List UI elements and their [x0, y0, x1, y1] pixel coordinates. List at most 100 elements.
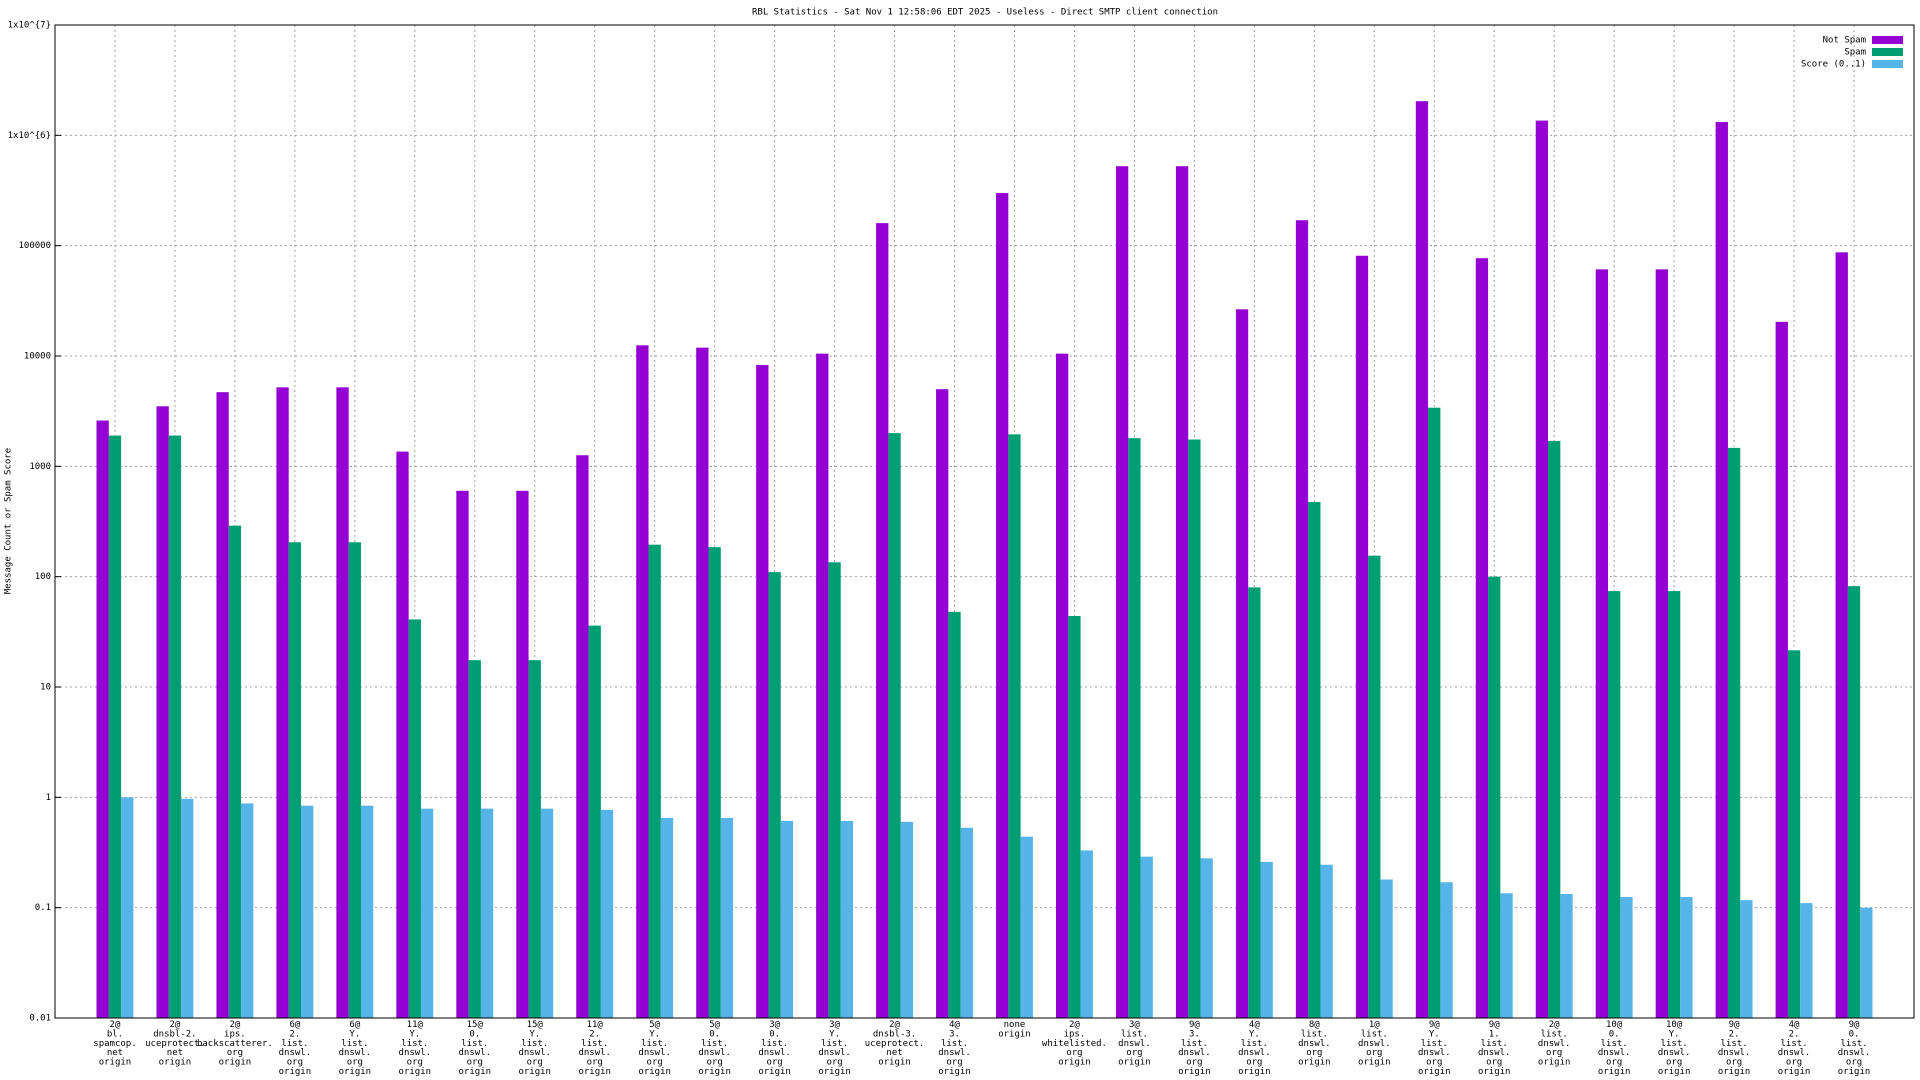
bar: [228, 525, 242, 1018]
bar: [636, 345, 649, 1018]
legend-swatch: [1872, 48, 1903, 56]
bar: [1368, 555, 1381, 1018]
bar: [660, 817, 674, 1018]
bar: [420, 808, 434, 1018]
bar: [1380, 879, 1393, 1018]
x-tick-label: 9@ 3. list. dnswl. org origin: [1178, 1020, 1211, 1077]
bar: [1740, 900, 1753, 1018]
bar: [1800, 903, 1813, 1018]
y-tick-label: 1: [46, 793, 51, 803]
x-tick-label: 6@ 2. list. dnswl. org origin: [279, 1020, 312, 1077]
y-tick-label: 100: [35, 572, 51, 582]
bar: [1295, 220, 1309, 1018]
bar: [1355, 255, 1369, 1019]
x-tick-label: 9@ Y. list. dnswl. org origin: [1418, 1020, 1451, 1077]
bar: [1560, 894, 1573, 1018]
y-tick-label: 1x10^{7}: [8, 21, 51, 31]
bar: [1835, 252, 1848, 1018]
bar: [600, 809, 614, 1018]
bar: [1188, 439, 1201, 1018]
x-tick-label: 11@ Y. list. dnswl. org origin: [399, 1020, 432, 1077]
bar: [1020, 836, 1033, 1018]
bar: [1140, 856, 1153, 1018]
y-tick-label: 1000: [29, 462, 51, 472]
x-tick-label: 4@ 2. list. dnswl. org origin: [1778, 1020, 1811, 1077]
bar: [168, 435, 182, 1018]
bar: [468, 660, 481, 1018]
bar: [1128, 438, 1141, 1018]
bar: [1548, 440, 1561, 1019]
bar: [1175, 166, 1189, 1018]
y-axis-label: Message Count or Spam Score: [4, 448, 14, 594]
x-tick-label: 15@ 0. list. dnswl. org origin: [459, 1020, 492, 1077]
x-tick-label: 3@ list. dnswl. org origin: [1118, 1020, 1151, 1068]
bar: [360, 805, 374, 1018]
bar: [301, 805, 314, 1018]
x-tick-label: 10@ Y. list. dnswl. org origin: [1658, 1020, 1691, 1077]
x-tick-label: 9@ 2. list. dnswl. org origin: [1718, 1020, 1751, 1077]
bar: [276, 387, 289, 1018]
bar: [1008, 434, 1021, 1018]
y-tick-label: 1x10^{6}: [8, 131, 51, 141]
x-tick-label: 10@ 0. list. dnswl. org origin: [1598, 1020, 1631, 1077]
x-tick-label: 5@ 0. list. dnswl. org origin: [698, 1020, 731, 1077]
bar: [1248, 587, 1261, 1018]
bar: [540, 808, 554, 1018]
bar: [1475, 258, 1489, 1018]
x-tick-label: 2@ bl. spamcop. net origin: [93, 1020, 136, 1068]
chart-title: RBL Statistics - Sat Nov 1 12:58:06 EDT …: [752, 8, 1218, 18]
y-tick-label: 100000: [18, 241, 51, 251]
x-tick-label: 3@ Y. list. dnswl. org origin: [818, 1020, 851, 1077]
x-tick-label: 9@ 1. list. dnswl. org origin: [1478, 1020, 1511, 1077]
bar: [948, 611, 961, 1018]
bar: [960, 827, 973, 1018]
bar: [648, 544, 661, 1018]
bar: [1715, 122, 1728, 1018]
bar: [181, 798, 194, 1018]
bar: [1535, 120, 1549, 1018]
bar: [408, 619, 421, 1018]
legend-swatch: [1872, 60, 1903, 68]
bar: [888, 433, 901, 1018]
bar: [1620, 896, 1633, 1018]
bar: [840, 821, 854, 1018]
bar: [1115, 166, 1129, 1018]
legend-label: Not Spam: [1823, 36, 1866, 46]
y-tick-label: 10: [40, 683, 51, 693]
x-tick-label: 15@ Y. list. dnswl. org origin: [518, 1020, 551, 1077]
bar: [720, 817, 734, 1018]
bar: [1595, 269, 1609, 1018]
bar: [288, 542, 302, 1018]
bar: [1080, 850, 1093, 1018]
bar: [96, 420, 109, 1018]
bar: [1068, 616, 1081, 1018]
bar: [516, 490, 529, 1018]
x-tick-label: none origin: [998, 1020, 1031, 1039]
bar: [1235, 309, 1249, 1018]
bar: [588, 625, 601, 1018]
x-tick-label: 11@ 2. list. dnswl. org origin: [578, 1020, 611, 1077]
legend-swatch: [1872, 36, 1903, 44]
bar: [1428, 407, 1441, 1018]
bar: [768, 572, 781, 1018]
bar: [900, 821, 913, 1018]
bar: [1787, 650, 1801, 1018]
bar: [696, 347, 709, 1018]
bar: [1440, 882, 1453, 1018]
x-tick-label: 8@ list. dnswl. org origin: [1298, 1020, 1331, 1068]
bar: [708, 547, 721, 1018]
x-tick-label: 4@ Y. list. dnswl. org origin: [1238, 1020, 1271, 1077]
bar: [876, 223, 889, 1018]
bar: [1775, 321, 1788, 1018]
bar: [480, 808, 494, 1018]
bar: [1667, 591, 1681, 1018]
bar: [1415, 101, 1429, 1019]
bar: [241, 803, 254, 1018]
bar: [936, 389, 949, 1019]
bar: [1056, 353, 1069, 1018]
legend-label: Score (0..1): [1801, 60, 1866, 70]
bar: [1680, 896, 1693, 1018]
plot-border: [54, 24, 1915, 1019]
x-tick-label: 2@ ips. whitelisted. org origin: [1042, 1020, 1107, 1068]
